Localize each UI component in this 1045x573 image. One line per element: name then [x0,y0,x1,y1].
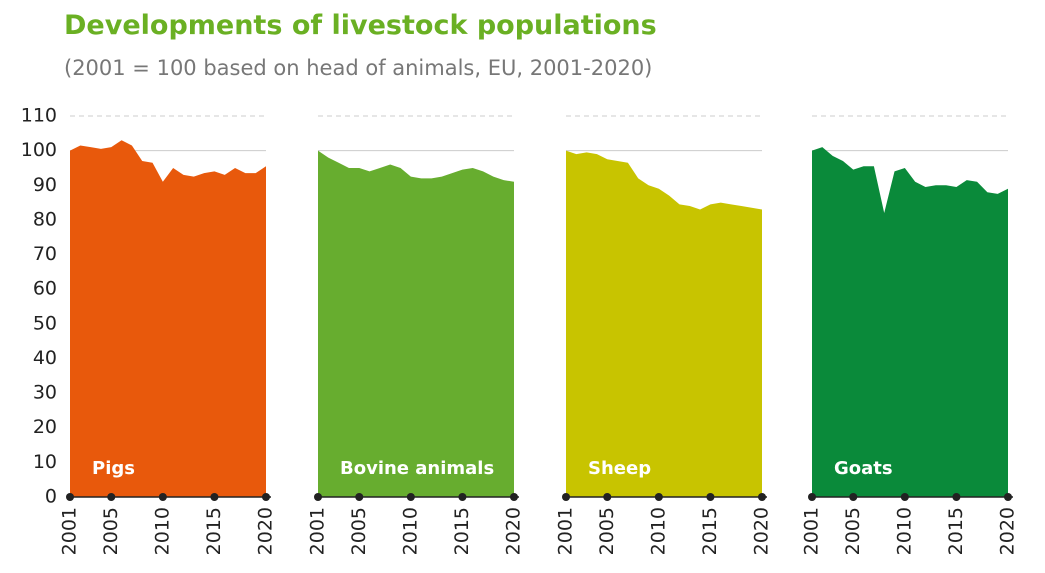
chart-title: Developments of livestock populations [64,10,657,41]
x-tick-label: 2010 [399,507,421,555]
x-tick-dot [562,493,570,501]
x-tick-label: 2005 [348,507,370,555]
y-tick-label: 20 [33,416,57,438]
area [318,150,514,498]
y-tick-label: 60 [33,278,57,300]
x-tick-label: 2010 [151,507,173,555]
y-tick-label: 30 [33,382,57,404]
x-tick-label: 2005 [596,507,618,555]
y-tick-label: 90 [33,174,57,196]
x-tick-dot [1004,493,1012,501]
x-tick-label: 2010 [893,507,915,555]
y-tick-label: 50 [33,312,57,334]
x-tick-label: 2001 [555,507,577,555]
x-tick-dot [107,493,116,501]
y-tick-label: 70 [33,243,57,265]
series-label: Goats [834,458,893,479]
area [566,150,762,498]
x-tick-label: 2020 [503,507,525,555]
x-tick-label: 2010 [647,507,669,555]
x-tick-label: 2020 [751,507,773,555]
x-tick-dot [406,493,415,501]
x-tick-dot [900,493,909,501]
x-tick-dot [66,493,74,501]
series-label: Pigs [92,458,135,479]
x-tick-dot [510,493,518,501]
x-tick-dot [210,493,219,501]
x-tick-dot [262,493,270,501]
x-tick-dot [458,493,467,501]
series-label: Bovine animals [340,458,494,479]
x-tick-label: 2015 [945,507,967,555]
x-tick-label: 2015 [451,507,473,555]
y-tick-label: 100 [21,139,57,161]
y-tick-label: 10 [33,451,57,473]
area [70,140,266,497]
series-label: Sheep [588,458,651,479]
x-tick-dot [654,493,663,501]
x-tick-dot [158,493,167,501]
y-tick-label: 0 [45,486,57,508]
x-tick-label: 2005 [100,507,122,555]
x-tick-label: 2001 [307,507,329,555]
x-tick-dot [758,493,766,501]
x-tick-label: 2001 [59,507,81,555]
x-tick-dot [952,493,961,501]
x-tick-label: 2005 [842,507,864,555]
x-tick-label: 2020 [997,507,1019,555]
x-tick-dot [849,493,858,501]
x-tick-label: 2001 [801,507,823,555]
x-tick-label: 2020 [255,507,277,555]
x-tick-label: 2015 [699,507,721,555]
y-tick-label: 80 [33,208,57,230]
y-tick-label: 40 [33,347,57,369]
y-tick-label: 110 [21,105,57,127]
chart-subtitle: (2001 = 100 based on head of animals, EU… [64,56,652,80]
x-tick-dot [808,493,816,501]
x-tick-dot [355,493,364,501]
x-tick-dot [314,493,322,501]
x-tick-dot [603,493,612,501]
x-tick-label: 2015 [203,507,225,555]
x-tick-dot [706,493,715,501]
area [812,147,1008,497]
